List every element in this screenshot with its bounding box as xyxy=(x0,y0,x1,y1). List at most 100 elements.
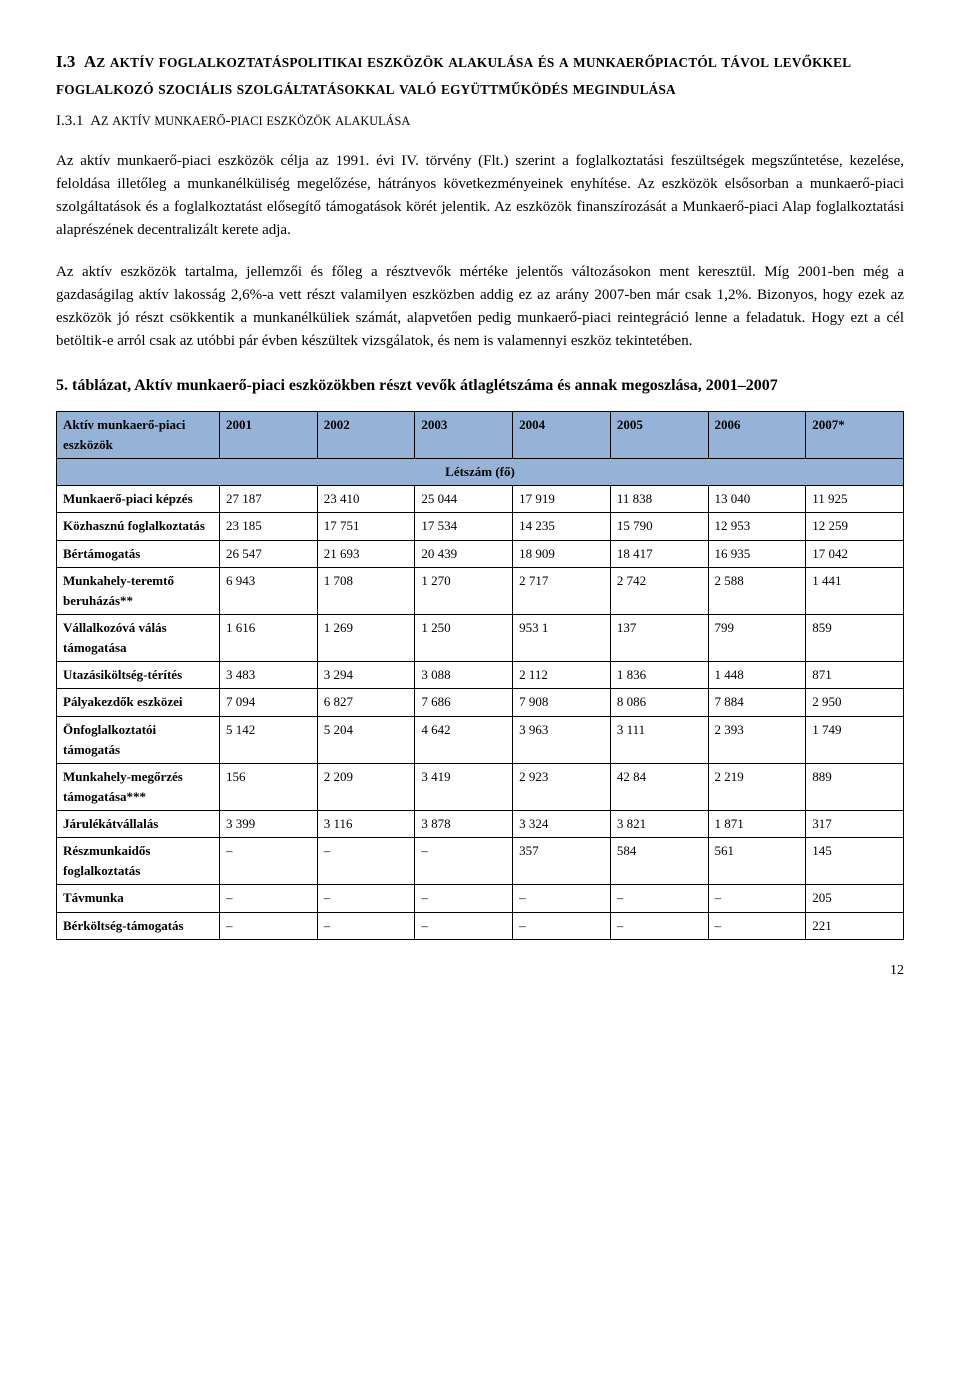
table-row: Részmunkaidős foglalkoztatás–––357584561… xyxy=(57,838,904,885)
row-value: 4 642 xyxy=(415,716,513,763)
row-value: 3 111 xyxy=(610,716,708,763)
paragraph-1: Az aktív munkaerő-piaci eszközök célja a… xyxy=(56,150,904,243)
row-value: 11 925 xyxy=(806,486,904,513)
row-value: 15 790 xyxy=(610,513,708,540)
row-value: 3 324 xyxy=(513,811,611,838)
row-value: 205 xyxy=(806,885,904,912)
row-value: 7 094 xyxy=(220,689,318,716)
row-value: 2 742 xyxy=(610,567,708,614)
row-value: 2 209 xyxy=(317,763,415,810)
table-header-year: 2005 xyxy=(610,411,708,458)
row-label: Vállalkozóvá válás támogatása xyxy=(57,614,220,661)
row-value: 27 187 xyxy=(220,486,318,513)
row-value: – xyxy=(610,885,708,912)
table-header-row: Aktív munkaerő-piaci eszközök 2001 2002 … xyxy=(57,411,904,458)
table-header-year: 2003 xyxy=(415,411,513,458)
row-value: – xyxy=(708,885,806,912)
row-value: 17 751 xyxy=(317,513,415,540)
row-value: 8 086 xyxy=(610,689,708,716)
table-header-label: Aktív munkaerő-piaci eszközök xyxy=(57,411,220,458)
row-value: 14 235 xyxy=(513,513,611,540)
row-value: 2 923 xyxy=(513,763,611,810)
row-value: – xyxy=(220,885,318,912)
section-title: AZ AKTÍV FOGLALKOZTATÁSPOLITIKAI ESZKÖZÖ… xyxy=(56,52,851,98)
row-label: Közhasznú foglalkoztatás xyxy=(57,513,220,540)
row-label: Pályakezdők eszközei xyxy=(57,689,220,716)
row-label: Önfoglalkoztatói támogatás xyxy=(57,716,220,763)
row-value: – xyxy=(415,912,513,939)
page-number: 12 xyxy=(56,960,904,982)
row-label: Távmunka xyxy=(57,885,220,912)
row-value: 12 259 xyxy=(806,513,904,540)
row-value: 23 185 xyxy=(220,513,318,540)
row-value: 26 547 xyxy=(220,540,318,567)
row-value: 3 419 xyxy=(415,763,513,810)
table-row: Távmunka––––––205 xyxy=(57,885,904,912)
row-value: 3 088 xyxy=(415,662,513,689)
row-value: – xyxy=(708,912,806,939)
row-value: 21 693 xyxy=(317,540,415,567)
table-row: Járulékátvállalás3 3993 1163 8783 3243 8… xyxy=(57,811,904,838)
row-value: 7 686 xyxy=(415,689,513,716)
paragraph-2: Az aktív eszközök tartalma, jellemzői és… xyxy=(56,261,904,354)
row-value: 5 204 xyxy=(317,716,415,763)
table-header-year: 2007* xyxy=(806,411,904,458)
row-value: – xyxy=(415,838,513,885)
table-row: Utazásiköltség-térítés3 4833 2943 0882 1… xyxy=(57,662,904,689)
row-value: – xyxy=(610,912,708,939)
row-value: 156 xyxy=(220,763,318,810)
row-value: 221 xyxy=(806,912,904,939)
row-value: 357 xyxy=(513,838,611,885)
row-value: 1 749 xyxy=(806,716,904,763)
row-value: 1 616 xyxy=(220,614,318,661)
row-value: 3 399 xyxy=(220,811,318,838)
row-value: 1 836 xyxy=(610,662,708,689)
row-value: – xyxy=(513,885,611,912)
row-value: 859 xyxy=(806,614,904,661)
row-value: 2 219 xyxy=(708,763,806,810)
subsection-title: AZ AKTÍV MUNKAERŐ-PIACI ESZKÖZÖK ALAKULÁ… xyxy=(90,113,410,129)
row-value: 2 112 xyxy=(513,662,611,689)
row-value: 18 417 xyxy=(610,540,708,567)
row-value: 13 040 xyxy=(708,486,806,513)
table-header-year: 2002 xyxy=(317,411,415,458)
row-label: Munkahely-megőrzés támogatása*** xyxy=(57,763,220,810)
row-label: Munkaerő-piaci képzés xyxy=(57,486,220,513)
row-value: 1 708 xyxy=(317,567,415,614)
row-value: 145 xyxy=(806,838,904,885)
row-label: Részmunkaidős foglalkoztatás xyxy=(57,838,220,885)
row-value: 1 441 xyxy=(806,567,904,614)
row-value: – xyxy=(415,885,513,912)
row-value: – xyxy=(317,838,415,885)
row-value: 42 84 xyxy=(610,763,708,810)
table-row: Vállalkozóvá válás támogatása1 6161 2691… xyxy=(57,614,904,661)
row-value: 2 717 xyxy=(513,567,611,614)
table-row: Bérköltség-támogatás––––––221 xyxy=(57,912,904,939)
table-header-year: 2004 xyxy=(513,411,611,458)
row-value: 1 871 xyxy=(708,811,806,838)
table-subheader: Létszám (fő) xyxy=(57,459,904,486)
row-value: 3 483 xyxy=(220,662,318,689)
table-row: Munkahely-teremtő beruházás** 6 9431 708… xyxy=(57,567,904,614)
row-value: 317 xyxy=(806,811,904,838)
table-row: Munkaerő-piaci képzés27 18723 41025 0441… xyxy=(57,486,904,513)
table-subheader-row: Létszám (fő) xyxy=(57,459,904,486)
table-header-year: 2001 xyxy=(220,411,318,458)
row-value: 3 963 xyxy=(513,716,611,763)
row-value: 7 908 xyxy=(513,689,611,716)
row-value: 6 827 xyxy=(317,689,415,716)
row-value: 16 935 xyxy=(708,540,806,567)
row-label: Munkahely-teremtő beruházás** xyxy=(57,567,220,614)
row-value: 3 294 xyxy=(317,662,415,689)
row-value: 11 838 xyxy=(610,486,708,513)
row-value: – xyxy=(220,912,318,939)
row-value: 889 xyxy=(806,763,904,810)
row-value: 871 xyxy=(806,662,904,689)
row-value: 12 953 xyxy=(708,513,806,540)
row-value: – xyxy=(513,912,611,939)
row-value: 1 250 xyxy=(415,614,513,661)
row-value: 2 588 xyxy=(708,567,806,614)
row-label: Járulékátvállalás xyxy=(57,811,220,838)
row-value: 3 878 xyxy=(415,811,513,838)
data-table: Aktív munkaerő-piaci eszközök 2001 2002 … xyxy=(56,411,904,940)
